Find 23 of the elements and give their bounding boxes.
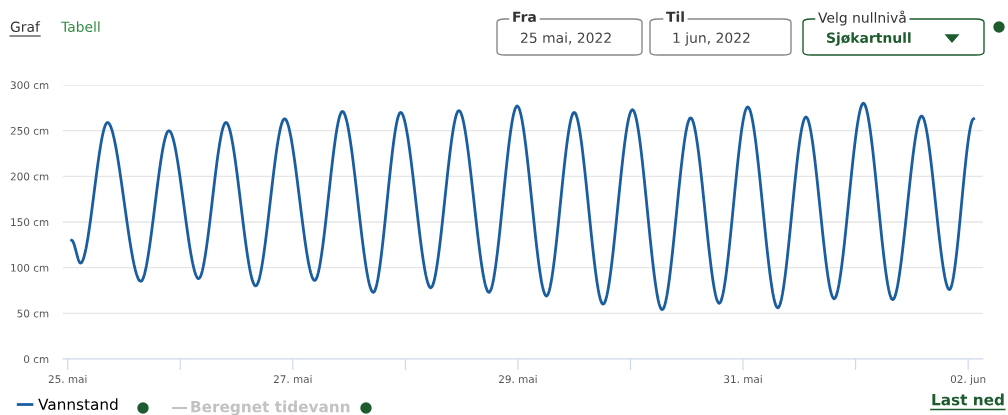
y-tick-label: 50 cm [17, 309, 49, 318]
text: Graf [10, 21, 41, 33]
x-tick-label: 31. mai [724, 374, 762, 384]
legend-label: Vannstand [38, 398, 118, 411]
x-tick-label: 27. mai [273, 374, 312, 384]
y-tick-label: 100 cm [11, 263, 49, 272]
y-tick-label: 0 cm [23, 355, 49, 364]
text: Beregnet tidevann [191, 400, 350, 415]
y-tick-label: 300 cm [10, 81, 49, 90]
y-tick-label: 150 cm [11, 218, 49, 227]
text: Velg nullnivå [818, 10, 906, 26]
text: Til [666, 11, 684, 22]
x-tick-label: 02. jun [950, 374, 986, 386]
text: Sjøkartnull [827, 32, 911, 46]
text: 1 jun, 2022 [673, 32, 750, 46]
text: Last ned [932, 393, 1004, 406]
text: Tabell [60, 21, 100, 33]
y-tick-label: 250 cm [10, 126, 49, 135]
text: Fra [513, 11, 536, 23]
x-tick-label: 25. mai [48, 374, 87, 384]
x-tick-label: 29. mai [499, 374, 537, 384]
y-tick-label: 200 cm [10, 172, 49, 181]
text: 25 mai, 2022 [521, 32, 611, 45]
